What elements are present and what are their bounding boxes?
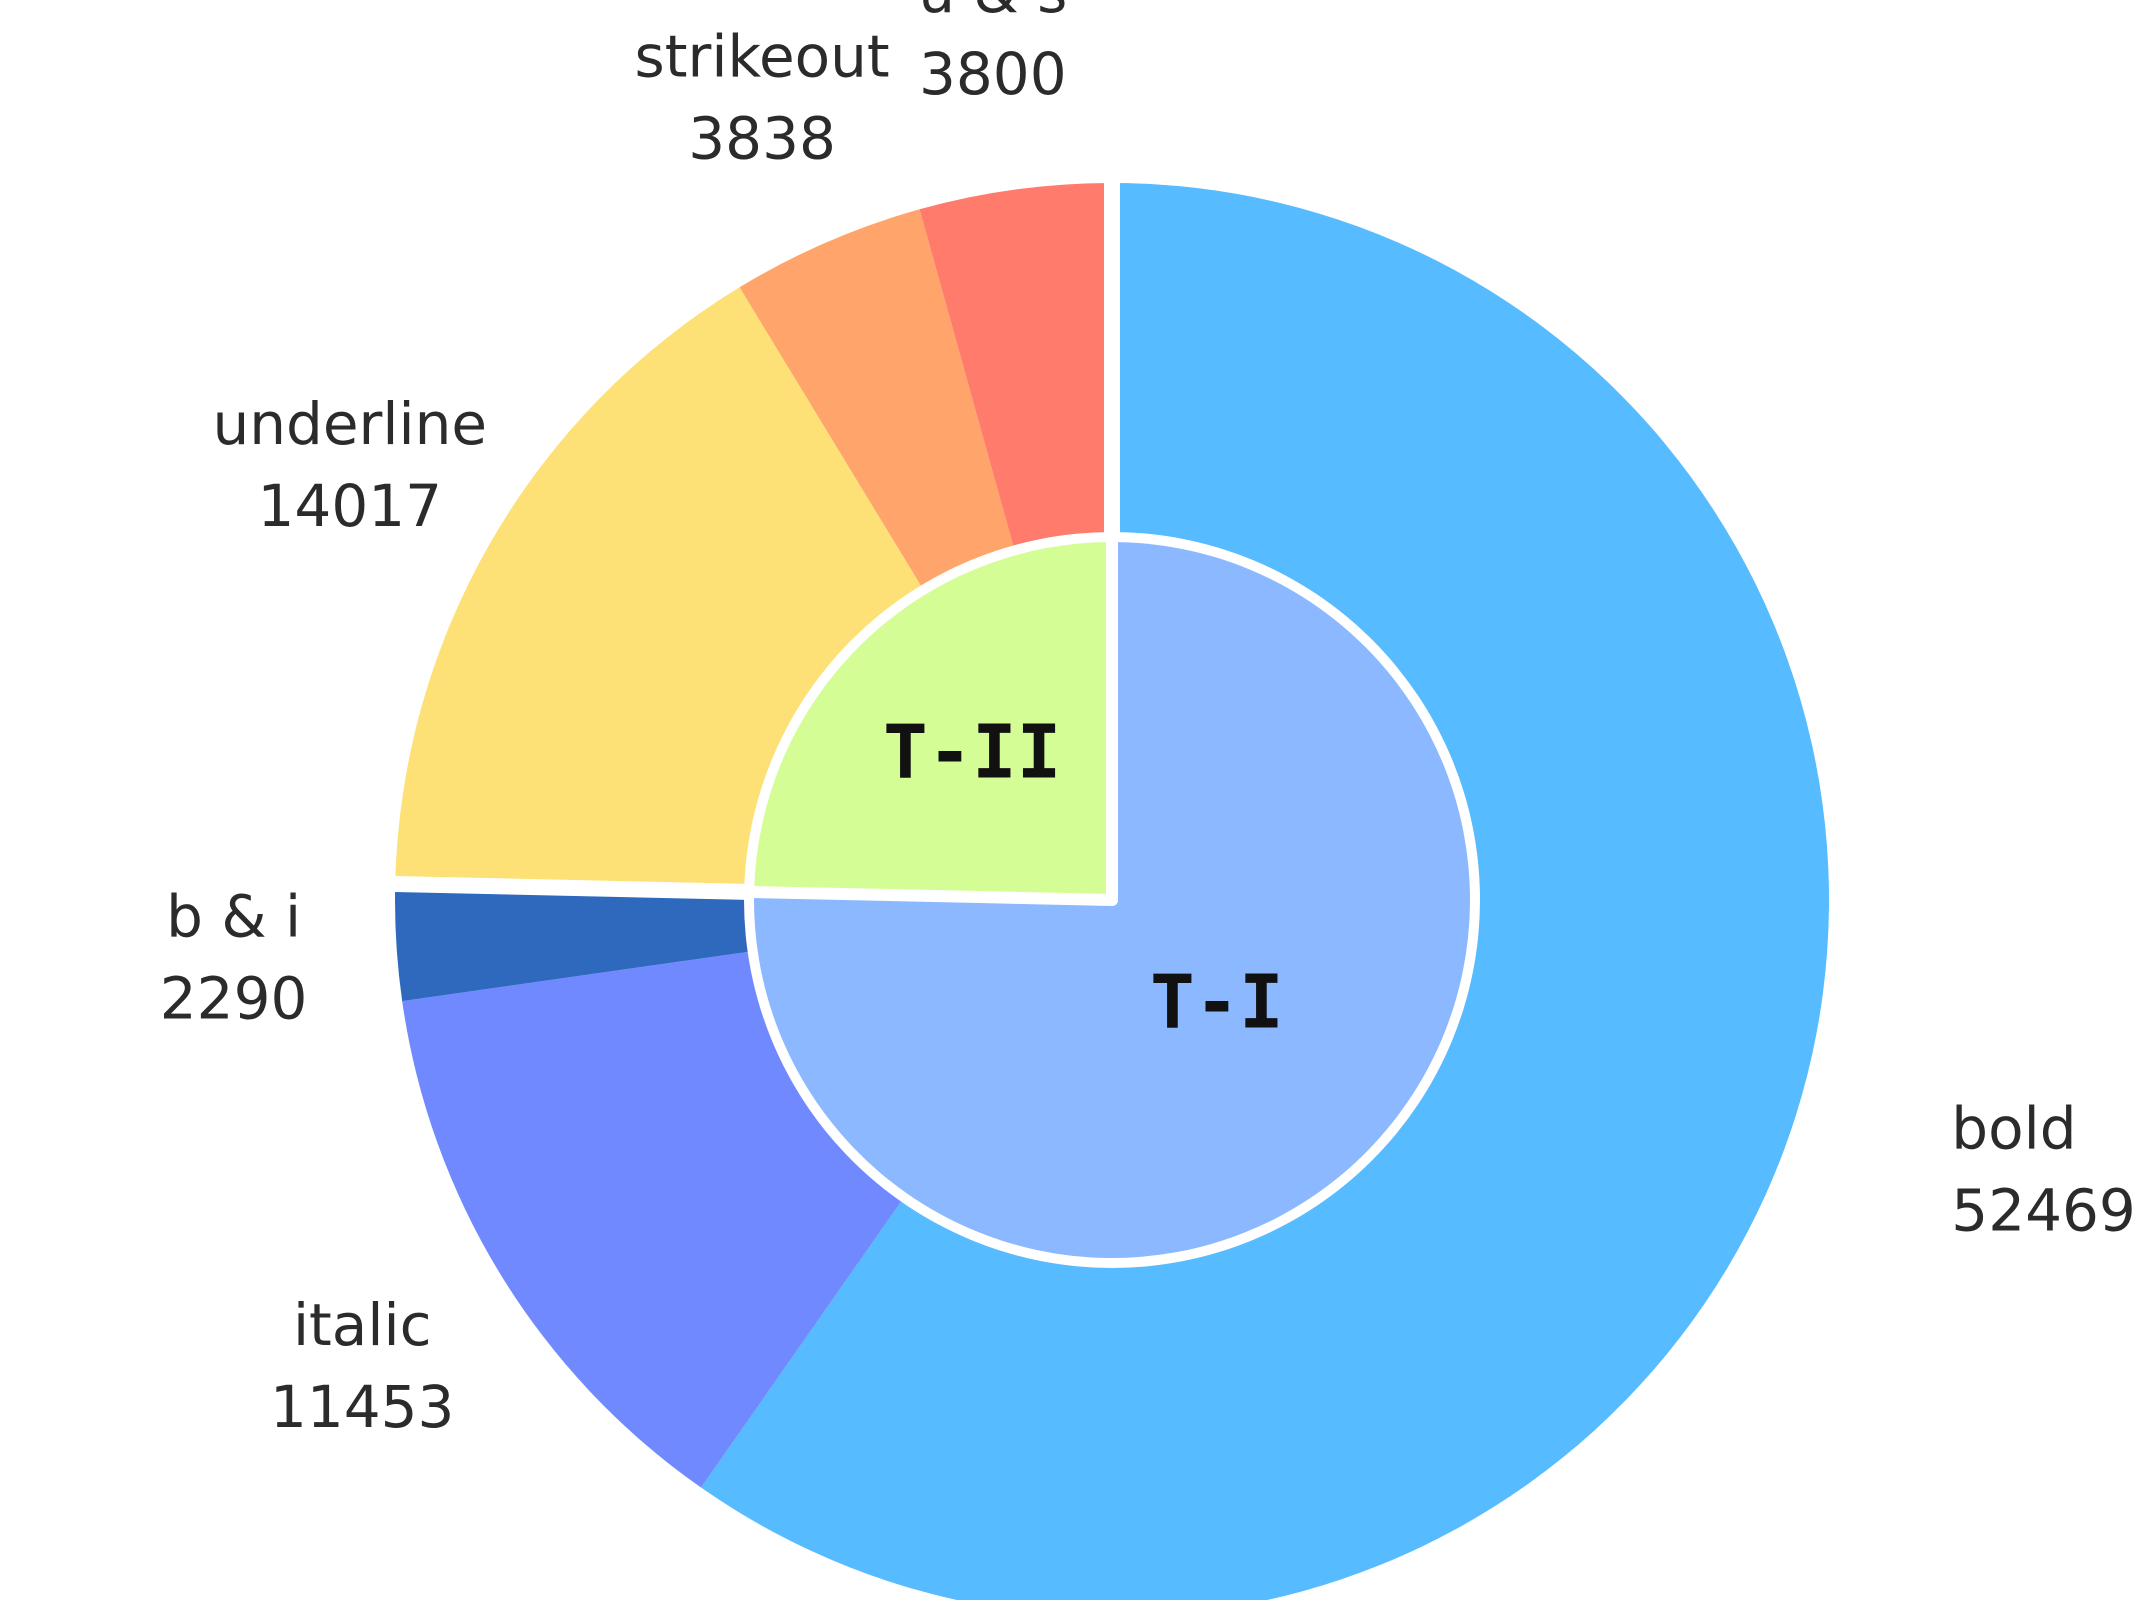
label-value-underline: 14017 <box>258 472 443 540</box>
label-italic: italic 11453 <box>270 1291 455 1441</box>
label-name-italic: italic <box>293 1291 432 1359</box>
inner-label-t-ii: T-II <box>883 710 1061 796</box>
label-value-italic: 11453 <box>270 1373 455 1441</box>
label-name-u-s: u & s <box>918 0 1067 26</box>
label-bold: bold 52469 <box>1951 1095 2134 1245</box>
label-b-i: b & i 2290 <box>160 883 308 1033</box>
inner-ring: T-I T-II <box>740 528 1480 1268</box>
label-value-strikeout: 3838 <box>688 105 836 173</box>
label-underline: underline 14017 <box>213 390 488 540</box>
label-name-bold: bold <box>1951 1095 2076 1163</box>
label-u-s: u & s 3800 <box>918 0 1067 108</box>
label-value-b-i: 2290 <box>160 965 308 1033</box>
label-strikeout: strikeout 3838 <box>635 23 890 173</box>
label-name-underline: underline <box>213 390 488 458</box>
label-value-bold: 52469 <box>1951 1177 2134 1245</box>
inner-label-t-i: T-I <box>1150 960 1284 1046</box>
label-value-u-s: 3800 <box>919 40 1067 108</box>
label-name-b-i: b & i <box>166 883 301 951</box>
segment-labels: bold 52469 italic 11453 b & i 2290 underline 14… <box>160 0 2134 1441</box>
inner-separator-1 <box>740 885 1118 906</box>
inner-slice-t-ii <box>754 542 1112 900</box>
label-name-strikeout: strikeout <box>635 23 890 91</box>
